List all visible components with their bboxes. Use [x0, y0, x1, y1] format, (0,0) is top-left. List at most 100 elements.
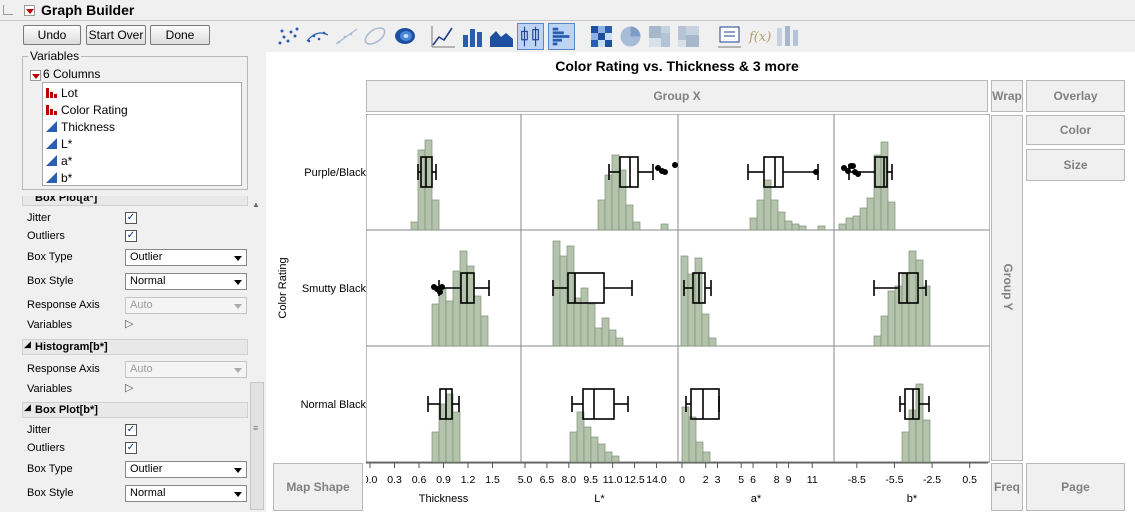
outliers-label: Outliers [27, 230, 65, 242]
section-box-plot-b[interactable]: Box Plot[b*] [22, 402, 248, 418]
x-tick-label: 1.2 [461, 474, 476, 486]
variables-prop-label: Variables [27, 319, 73, 331]
x-tick-label: 11.0 [603, 474, 623, 486]
x-tick-label: 0.9 [436, 474, 451, 486]
jitter-checkbox-2[interactable]: ✓ [125, 424, 137, 436]
facet-cell [366, 114, 522, 231]
outliers-checkbox[interactable]: ✓ [125, 230, 137, 242]
box-plot-icon[interactable] [517, 23, 544, 50]
line-icon[interactable] [430, 23, 457, 50]
graph-title: Color Rating vs. Thickness & 3 more [555, 58, 799, 74]
column-item[interactable]: Lot [46, 85, 241, 102]
histogram-bar [880, 315, 889, 347]
caption-box-icon[interactable] [716, 23, 743, 50]
variables-expand-icon-2[interactable]: ▷ [125, 382, 134, 394]
wrap-zone[interactable]: Wrap [991, 80, 1023, 112]
plot-matrix[interactable]: 0.0 0.3 0.6 0.9 1.2 1.5 Thickness 5.0 6.5 8.0 9.5 1… [366, 114, 990, 511]
map-shape-zone[interactable]: Map Shape [273, 463, 363, 511]
histogram-bar [473, 295, 482, 347]
histogram-bar [908, 250, 917, 347]
row-label-normal-black: Normal Black [300, 399, 366, 411]
line-of-fit-icon[interactable] [333, 23, 360, 50]
column-item[interactable]: a* [46, 153, 241, 170]
histogram-bar [608, 329, 617, 347]
histogram-bar [410, 221, 419, 231]
histogram-bar [901, 273, 910, 347]
response-axis-select-2[interactable]: Auto [125, 361, 247, 378]
outline-collapse-icon[interactable] [3, 5, 13, 15]
bar-icon[interactable] [459, 23, 486, 50]
variables-title: Variables [28, 49, 82, 63]
treemap-icon[interactable] [646, 23, 673, 50]
histogram-bar [866, 197, 875, 231]
box-style-select[interactable]: Normal [125, 273, 247, 290]
outlier-point [850, 163, 856, 169]
histogram-bar [922, 419, 931, 463]
contour-icon[interactable] [391, 23, 418, 50]
histogram-bar [701, 313, 710, 347]
x-tick-label: 6 [750, 474, 756, 486]
formula-icon[interactable]: f(x) [745, 23, 772, 50]
section-box-plot-a[interactable]: Box Plot[a*] [22, 196, 248, 206]
column-list[interactable]: Lot Color Rating Thickness L* a* b* [42, 82, 242, 186]
heatmap-icon[interactable] [588, 23, 615, 50]
histogram-bar [777, 211, 786, 231]
mosaic-icon[interactable] [675, 23, 702, 50]
variables-expand-icon[interactable]: ▷ [125, 318, 134, 330]
points-icon[interactable] [275, 23, 302, 50]
red-triangle-menu-icon[interactable] [24, 4, 35, 16]
histogram-icon[interactable] [548, 23, 575, 50]
x-tick-label: 12.5 [624, 474, 645, 486]
histogram-bar [552, 240, 561, 347]
pie-icon[interactable] [617, 23, 644, 50]
response-axis-select[interactable]: Auto [125, 297, 247, 314]
histogram-bar [695, 441, 704, 463]
x-tick-label: -2.5 [923, 474, 941, 486]
histogram-bar [559, 255, 568, 347]
ellipse-icon[interactable] [362, 23, 389, 50]
box-style-label-2: Box Style [27, 487, 74, 499]
box-style-label: Box Style [27, 275, 74, 287]
column-name: Thickness [61, 120, 116, 134]
outliers-checkbox-2[interactable]: ✓ [125, 442, 137, 454]
histogram-bar [852, 215, 861, 231]
group-y-zone[interactable]: Group Y [991, 115, 1023, 461]
section-collapse-icon[interactable]: ◢ [24, 339, 31, 349]
overlay-zone[interactable]: Overlay [1026, 80, 1125, 112]
x-tick-label: 5.0 [518, 474, 533, 486]
box-type-label: Box Type [27, 251, 73, 263]
smoother-icon[interactable] [304, 23, 331, 50]
scroll-up-icon[interactable]: ▲ [252, 200, 260, 209]
done-button[interactable]: Done [150, 25, 210, 45]
column-item[interactable]: L* [46, 136, 241, 153]
undo-button[interactable]: Undo [23, 25, 81, 45]
start-over-button[interactable]: Start Over [86, 25, 146, 45]
histogram-bar [573, 297, 582, 347]
area-icon[interactable] [488, 23, 515, 50]
box-type-select[interactable]: Outlier [125, 249, 247, 266]
section-histogram-b[interactable]: Histogram[b*] [22, 339, 248, 355]
title-bar: Graph Builder [0, 0, 1135, 21]
page-zone[interactable]: Page [1026, 463, 1125, 511]
column-item[interactable]: Color Rating [46, 102, 241, 119]
properties-panel: Box Plot[a*] ▲ ≡ Jitter ✓ Outliers ✓ Box… [0, 196, 266, 512]
color-zone[interactable]: Color [1026, 115, 1125, 145]
column-item[interactable]: Thickness [46, 119, 241, 136]
histogram-bar [604, 451, 613, 463]
jitter-label: Jitter [27, 212, 51, 224]
parallel-icon[interactable] [774, 23, 801, 50]
freq-zone[interactable]: Freq [991, 463, 1023, 511]
group-x-zone[interactable]: Group X [366, 80, 988, 112]
histogram-bar [604, 174, 613, 231]
columns-menu-icon[interactable] [30, 69, 41, 81]
box-iqr [582, 388, 615, 420]
size-zone[interactable]: Size [1026, 149, 1125, 181]
jitter-checkbox[interactable]: ✓ [125, 212, 137, 224]
row-label-smutty-black: Smutty Black [301, 283, 366, 295]
section-collapse-icon-2[interactable]: ◢ [24, 402, 31, 412]
box-style-select-2[interactable]: Normal [125, 485, 247, 502]
box-type-select-2[interactable]: Outlier [125, 461, 247, 478]
scrollbar-thumb[interactable]: ≡ [250, 382, 264, 510]
column-item[interactable]: b* [46, 170, 241, 187]
x-tick-label: 0.0 [366, 474, 377, 486]
